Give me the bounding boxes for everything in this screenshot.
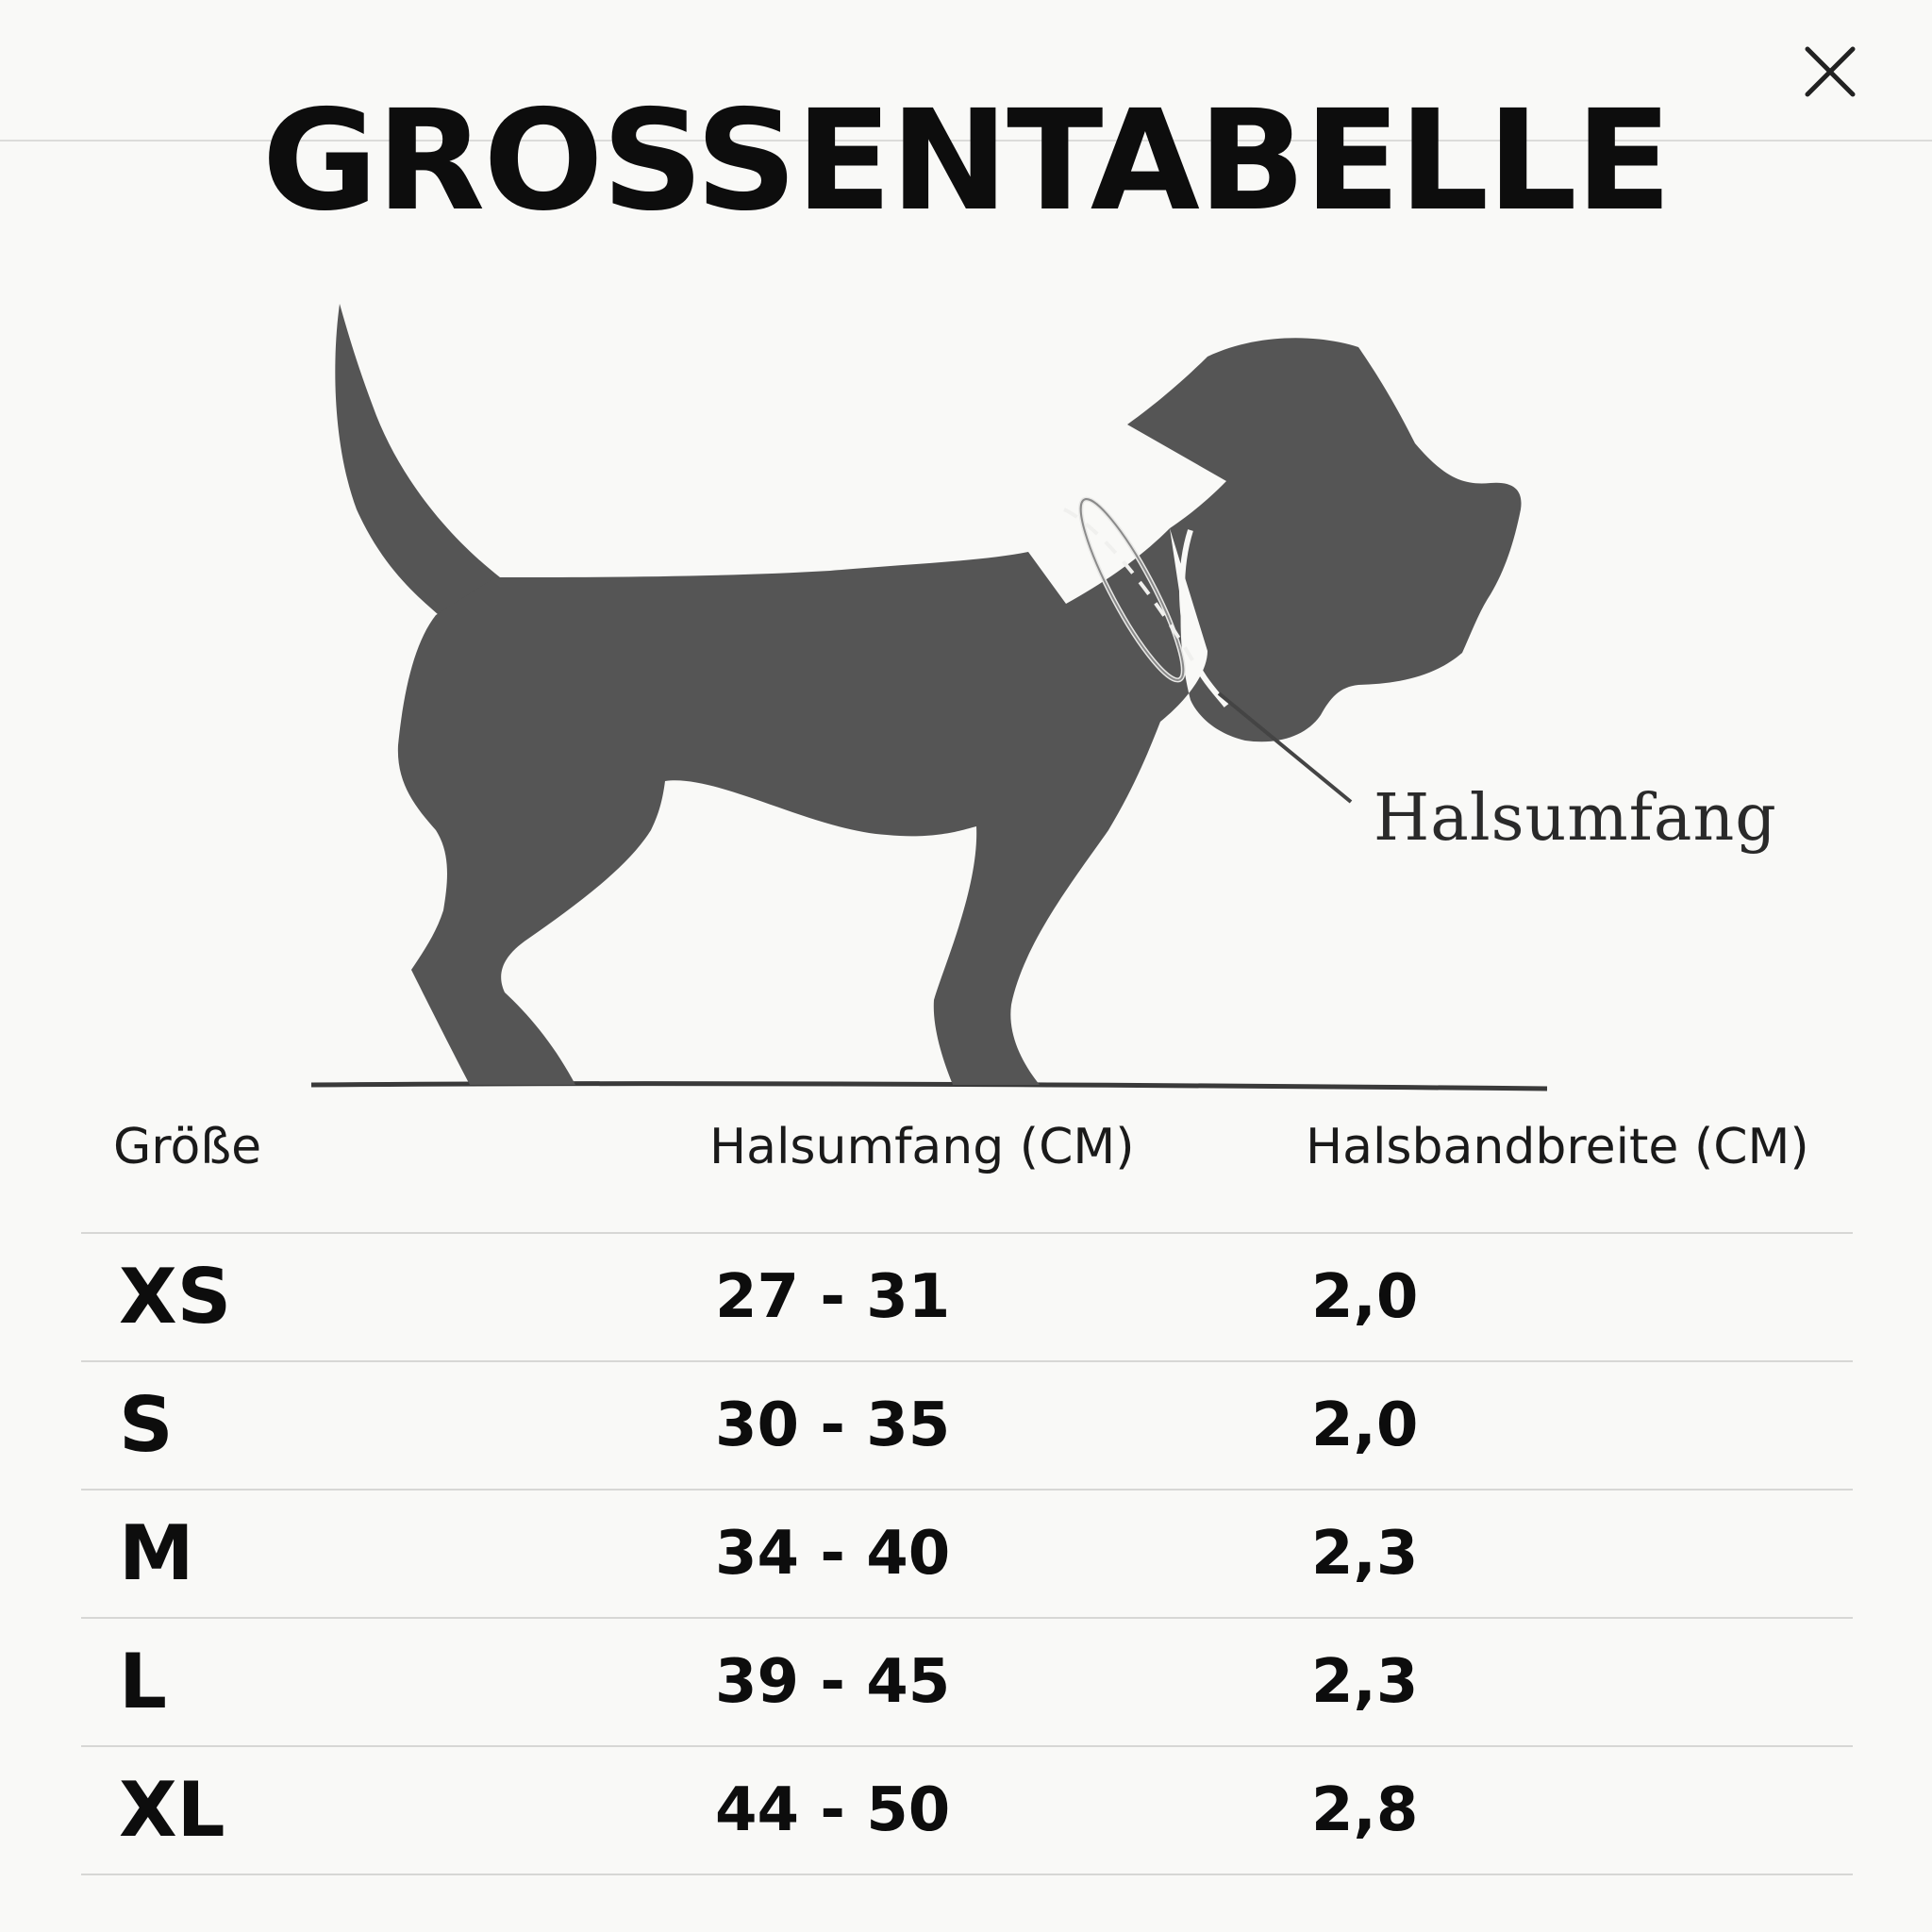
table-row: XS 27 - 31 2,0 [81, 1234, 1853, 1362]
size-cell: S [119, 1381, 174, 1469]
header-collar-width: Halsbandbreite (CM) [1306, 1119, 1809, 1175]
width-cell: 2,3 [1311, 1647, 1419, 1717]
size-cell: XL [119, 1766, 225, 1854]
dog-silhouette-icon [310, 304, 1548, 1091]
neck-cell: 30 - 35 [715, 1391, 951, 1460]
neck-cell: 27 - 31 [715, 1262, 951, 1332]
header-size: Größe [113, 1119, 262, 1175]
table-row: M 34 - 40 2,3 [81, 1491, 1853, 1619]
width-cell: 2,8 [1311, 1775, 1419, 1845]
page-title: GROSSENTABELLE [261, 80, 1673, 242]
width-cell: 2,0 [1311, 1391, 1419, 1460]
table-row: L 39 - 45 2,3 [81, 1619, 1853, 1747]
table-row: S 30 - 35 2,0 [81, 1362, 1853, 1491]
neck-cell: 39 - 45 [715, 1647, 951, 1717]
size-cell: M [119, 1509, 194, 1597]
header-neck-circumference: Halsumfang (CM) [709, 1119, 1135, 1175]
table-row: XL 44 - 50 2,8 [81, 1747, 1853, 1875]
width-cell: 2,0 [1311, 1262, 1419, 1332]
dog-illustration [0, 283, 1932, 1113]
close-button[interactable] [1796, 38, 1864, 106]
table-header: Größe Halsumfang (CM) Halsbandbreite (CM… [81, 1113, 1853, 1234]
neck-cell: 34 - 40 [715, 1519, 951, 1589]
header-divider [0, 140, 1932, 142]
size-cell: XS [119, 1253, 232, 1341]
size-table: Größe Halsumfang (CM) Halsbandbreite (CM… [81, 1113, 1853, 1875]
neck-cell: 44 - 50 [715, 1775, 951, 1845]
neck-callout-label: Halsumfang [1374, 781, 1777, 856]
size-cell: L [119, 1638, 167, 1725]
width-cell: 2,3 [1311, 1519, 1419, 1589]
close-icon [1805, 46, 1856, 97]
